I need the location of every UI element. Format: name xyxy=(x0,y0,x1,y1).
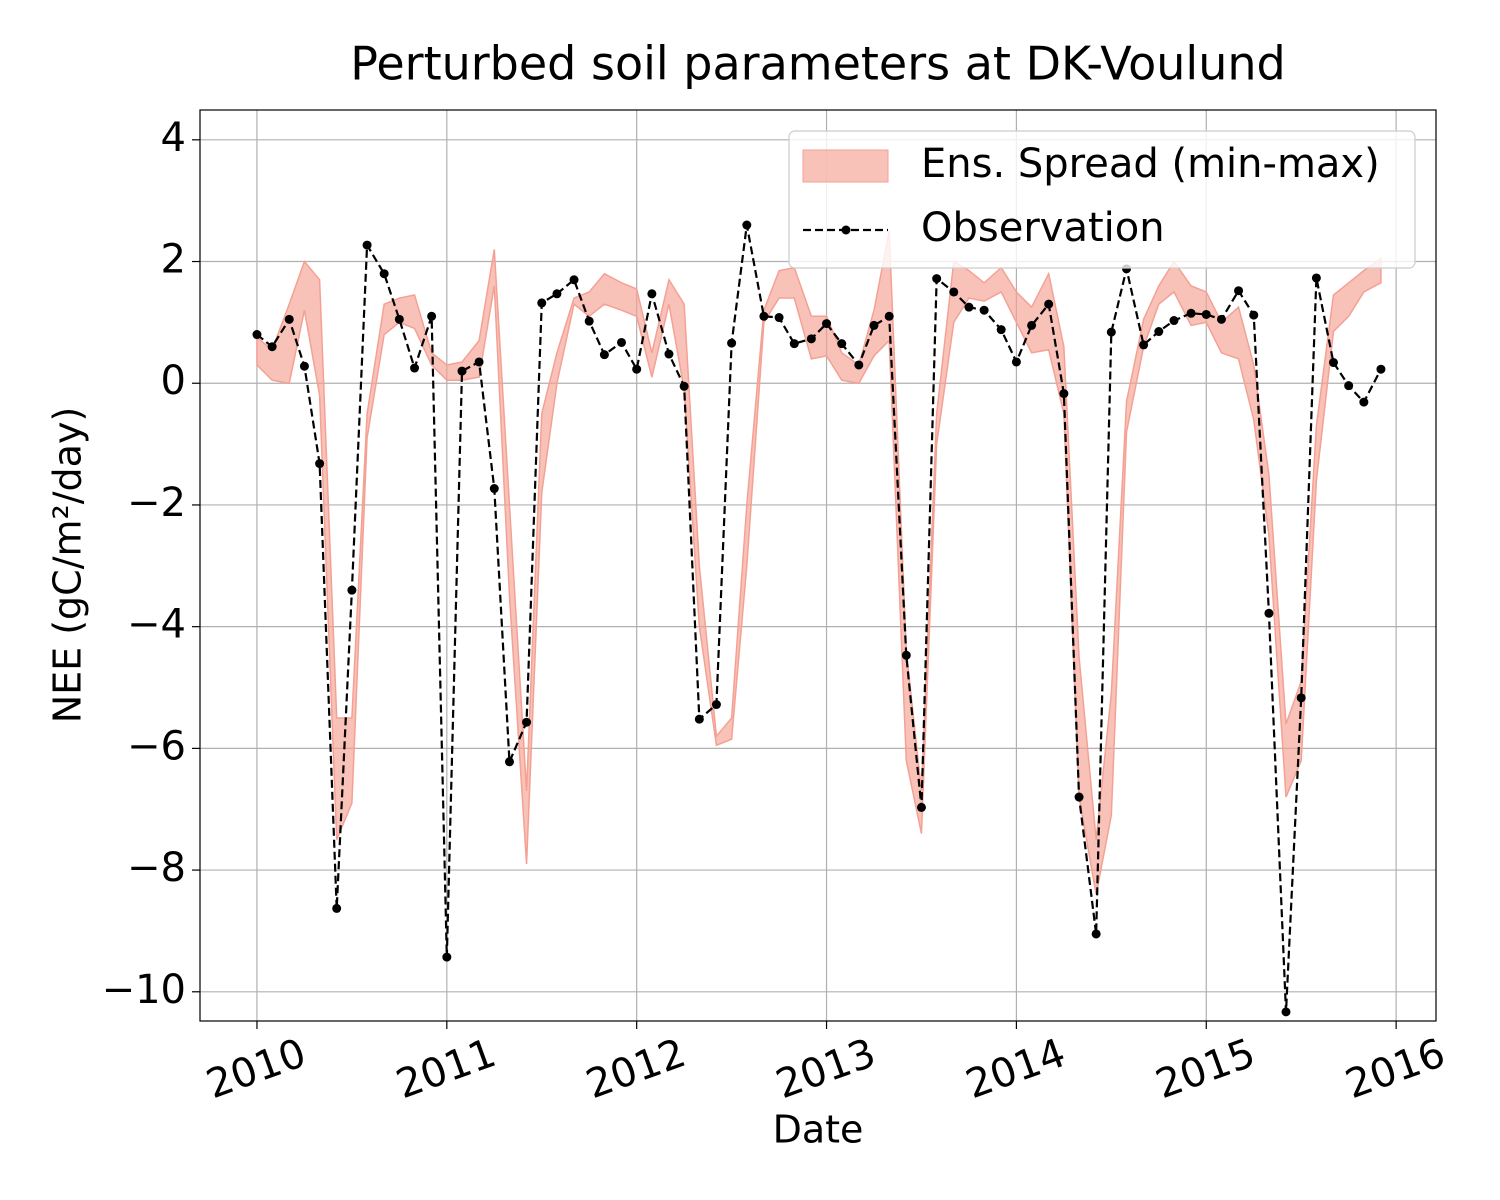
observation-point xyxy=(427,311,437,321)
x-axis-label: Date xyxy=(773,1108,864,1152)
observation-point xyxy=(347,585,357,595)
x-tick-label: 2011 xyxy=(390,1030,501,1108)
observation-point xyxy=(1201,309,1211,319)
observation-point xyxy=(759,311,769,321)
observation-point xyxy=(442,952,452,962)
observation-point xyxy=(267,342,277,352)
legend-marker xyxy=(841,225,851,235)
observation-point xyxy=(1074,792,1084,802)
observation-point xyxy=(1249,310,1259,320)
observation-point xyxy=(1169,316,1179,326)
x-tick-label: 2015 xyxy=(1150,1030,1261,1108)
x-tick-label: 2013 xyxy=(770,1030,881,1108)
observation-point xyxy=(1091,929,1101,939)
observation-point xyxy=(379,269,389,279)
observation-point xyxy=(299,361,309,371)
observation-point xyxy=(315,459,325,469)
x-tick-label: 2010 xyxy=(201,1030,312,1108)
observation-point xyxy=(584,316,594,326)
y-tick-label: −10 xyxy=(102,967,186,1013)
observation-point xyxy=(837,339,847,349)
observation-point xyxy=(284,314,294,324)
observation-point xyxy=(362,240,372,250)
observation-point xyxy=(901,650,911,660)
observation-point xyxy=(1027,320,1037,330)
observation-point xyxy=(537,298,547,308)
observation-point xyxy=(569,275,579,285)
observation-point xyxy=(489,484,499,494)
observation-point xyxy=(457,366,467,376)
observation-point xyxy=(664,349,674,359)
observation-point xyxy=(1376,364,1386,374)
observation-point xyxy=(996,325,1006,335)
x-tick-label: 2012 xyxy=(580,1030,691,1108)
observation-point xyxy=(252,330,262,340)
observation-point xyxy=(647,289,657,299)
observation-point xyxy=(1359,397,1369,407)
observation-point xyxy=(504,757,514,767)
observation-point xyxy=(1281,1007,1291,1017)
y-axis-label: NEE (gC/m²/day) xyxy=(46,407,90,724)
observation-point xyxy=(332,903,342,913)
y-tick-label: 2 xyxy=(161,237,186,283)
observation-point xyxy=(742,220,752,230)
observation-point xyxy=(1011,357,1021,367)
observation-point xyxy=(869,320,879,330)
observation-point xyxy=(932,274,942,284)
y-tick-label: −6 xyxy=(127,723,186,769)
observation-point xyxy=(1344,381,1354,391)
legend-box xyxy=(788,130,1416,269)
observation-point xyxy=(1044,299,1054,309)
y-tick-label: −4 xyxy=(127,602,186,648)
plot-frame xyxy=(199,109,1437,1022)
observation-point xyxy=(1234,286,1244,296)
spread-band xyxy=(256,230,1382,895)
observation-point xyxy=(1328,358,1338,368)
observation-point xyxy=(522,717,532,727)
observation-point xyxy=(1139,340,1149,350)
observation-point xyxy=(854,360,864,370)
observation-point xyxy=(774,313,784,323)
observation-point xyxy=(632,364,642,374)
observation-point xyxy=(616,337,626,347)
observation-point xyxy=(979,305,989,315)
observation-point xyxy=(1296,693,1306,703)
y-tick-label: −8 xyxy=(127,845,186,891)
observation-point xyxy=(806,334,816,344)
observation-point xyxy=(1059,389,1069,399)
x-tick-label: 2016 xyxy=(1340,1030,1451,1108)
y-tick-label: −2 xyxy=(127,480,186,526)
observation-point xyxy=(916,802,926,812)
observation-point xyxy=(949,287,959,297)
observation-point xyxy=(1106,327,1116,337)
observation-point xyxy=(1154,327,1164,337)
observation-point xyxy=(552,289,562,299)
y-tick-label: 0 xyxy=(161,358,186,404)
observation-point xyxy=(727,338,737,348)
legend-swatch xyxy=(802,149,889,183)
observation-point xyxy=(711,700,721,710)
observation-point xyxy=(599,350,609,360)
legend-label: Observation xyxy=(921,205,1165,251)
observation-point xyxy=(822,319,832,329)
observation-point xyxy=(1216,314,1226,324)
chart-title: Perturbed soil parameters at DK-Voulund xyxy=(350,37,1285,91)
observation-point xyxy=(410,363,420,373)
observation-point xyxy=(964,302,974,312)
y-tick-label: 4 xyxy=(161,115,186,161)
observation-line xyxy=(256,224,1382,1012)
observation-point xyxy=(394,314,404,324)
legend-label: Ens. Spread (min-max) xyxy=(921,141,1380,187)
observation-point xyxy=(694,714,704,724)
observation-point xyxy=(789,339,799,349)
x-tick-label: 2014 xyxy=(960,1030,1071,1108)
observation-point xyxy=(474,357,484,367)
observation-point xyxy=(1186,308,1196,318)
observation-point xyxy=(1264,608,1274,618)
observation-point xyxy=(679,381,689,391)
observation-point xyxy=(1311,273,1321,283)
observation-point xyxy=(884,311,894,321)
